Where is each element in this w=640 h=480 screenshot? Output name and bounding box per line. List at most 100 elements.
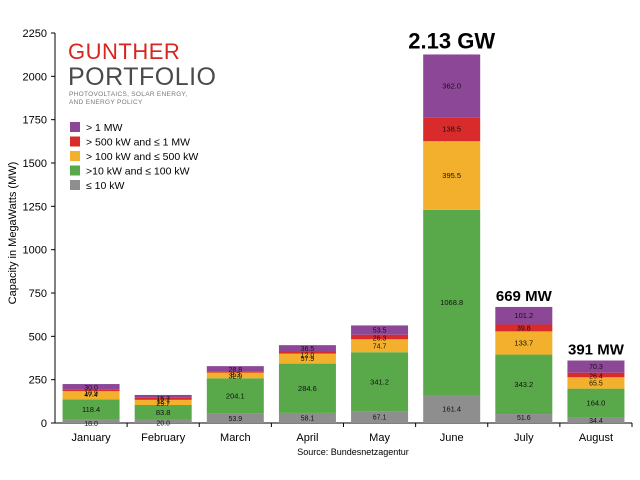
axes: 0 250 500 750 1000 1250 1500 1750 2000 2250 Januar…	[23, 28, 633, 444]
bar-segment	[351, 352, 409, 412]
bar-segment	[351, 334, 409, 340]
y-tick-label: 500	[29, 331, 47, 343]
x-tick-label: May	[369, 432, 390, 444]
bar-value-label: 164.0	[587, 398, 606, 407]
y-tick-label: 250	[29, 375, 47, 387]
bar-value-label: 47.4	[84, 392, 98, 399]
bar-segment	[62, 389, 120, 392]
x-tick-label: January	[71, 432, 111, 444]
bar-value-label: 53.9	[229, 416, 243, 423]
legend-label: > 100 kW and ≤ 500 kW	[86, 151, 198, 163]
bar-value-label: 133.7	[514, 338, 533, 347]
bar-value-label: 10.9	[84, 390, 98, 397]
bar-value-label: 74.7	[373, 343, 387, 350]
bar-value-label: 58.1	[301, 415, 315, 422]
legend-label: > 1 MW	[86, 122, 123, 134]
x-tick-label: April	[296, 432, 318, 444]
bar-value-label: 161.4	[442, 405, 461, 414]
logo-tagline-2: AND ENERGY POLICY	[69, 99, 143, 106]
bar-segment	[278, 363, 336, 413]
bar-value-label: 12.7	[156, 399, 170, 406]
bar-total-annotation: 2.13 GW	[408, 28, 495, 53]
bar-segment	[134, 394, 192, 398]
legend-swatch	[70, 180, 80, 190]
bar-segment	[567, 377, 625, 389]
bar-value-label: 83.8	[156, 408, 171, 417]
legend: > 1 MW > 500 kW and ≤ 1 MW > 100 kW and ≤ …	[70, 122, 198, 192]
bar-segment	[134, 419, 192, 423]
bar-segment	[423, 209, 481, 396]
bar-value-label: 1068.8	[440, 298, 463, 307]
bar-segment	[495, 331, 553, 355]
bar-segment	[206, 413, 264, 423]
bar-value-label: 26.4	[589, 374, 603, 381]
bar-value-label: 32.9	[229, 374, 243, 381]
bar-segment	[206, 372, 264, 379]
bar-segment	[495, 324, 553, 332]
bar-value-label: 341.2	[370, 377, 389, 386]
bar-value-label: 284.6	[298, 384, 317, 393]
bar-segment	[62, 391, 120, 400]
bar-value-label: 101.2	[514, 311, 533, 320]
bar-segment	[206, 371, 264, 373]
legend-swatch	[70, 165, 80, 176]
bar-value-label: 53.5	[373, 328, 387, 335]
bar-segment	[278, 351, 336, 354]
bar-segment	[567, 372, 625, 378]
logo-line-2: PORTFOLIO	[68, 63, 217, 91]
bar-segment	[351, 339, 409, 353]
bar-value-label: 65.5	[589, 380, 603, 387]
bar-segment	[567, 417, 625, 423]
x-tick-label: March	[220, 432, 251, 444]
y-tick-label: 2000	[23, 71, 47, 83]
bar-value-label: 70.3	[589, 364, 603, 371]
x-tick-label: February	[141, 432, 186, 444]
bar-value-label: 395.5	[442, 171, 461, 180]
y-tick-label: 2250	[23, 28, 47, 40]
bar-value-label: 51.6	[517, 415, 531, 422]
bar-total-annotation: 391 MW	[568, 341, 625, 358]
bar-segment	[206, 378, 264, 414]
bar-segment	[567, 360, 625, 373]
bar-value-label: 30.0	[84, 385, 98, 392]
bar-total-annotation: 669 MW	[496, 288, 553, 305]
y-tick-label: 750	[29, 288, 47, 300]
bar-value-label: 57.9	[301, 356, 315, 363]
bar-segment	[278, 345, 336, 352]
x-tick-label: June	[440, 432, 464, 444]
bar-segment	[351, 411, 409, 423]
bar-value-label: 343.2	[514, 380, 533, 389]
bar-segment	[423, 54, 481, 118]
legend-label: >10 kW and ≤ 100 kW	[86, 166, 190, 178]
y-tick-label: 1250	[23, 201, 47, 213]
logo-tagline-1: PHOTOVOLTAICS, SOLAR ENERGY,	[69, 91, 187, 98]
bar-value-label: 34.4	[589, 418, 603, 425]
bar-value-label: 8.3	[230, 372, 240, 379]
legend-swatch	[70, 136, 80, 147]
bar-segment	[62, 384, 120, 390]
bar-value-label: 20.0	[156, 421, 170, 428]
bar-segment	[134, 399, 192, 406]
bar-segment	[423, 395, 481, 423]
bar-segment	[62, 419, 120, 423]
bar-segment	[278, 353, 336, 364]
legend-label: ≤ 10 kW	[86, 180, 125, 192]
bar-segment	[62, 399, 120, 420]
y-axis-label: Capacity in MegaWatts (MW)	[7, 162, 19, 305]
bar-value-label: 26.3	[373, 336, 387, 343]
y-tick-label: 1500	[23, 158, 47, 170]
legend-swatch	[70, 122, 80, 132]
bar-value-label: 36.5	[301, 346, 315, 353]
bar-value-label: 67.1	[373, 415, 387, 422]
bar-value-label: 15.7	[156, 396, 170, 403]
bar-value-label: 204.1	[226, 391, 245, 400]
bars	[62, 54, 625, 423]
annotations: 2.13 GW 669 MW 391 MW	[408, 28, 624, 358]
bar-segment	[495, 354, 553, 415]
bar-value-label: 138.5	[442, 125, 461, 134]
source-text: Source: Bundesnetzagentur	[297, 447, 409, 457]
bar-segment	[351, 325, 409, 335]
bar-segment	[495, 414, 553, 423]
bar-value-label: 39.8	[517, 325, 531, 332]
bar-segment	[567, 388, 625, 418]
